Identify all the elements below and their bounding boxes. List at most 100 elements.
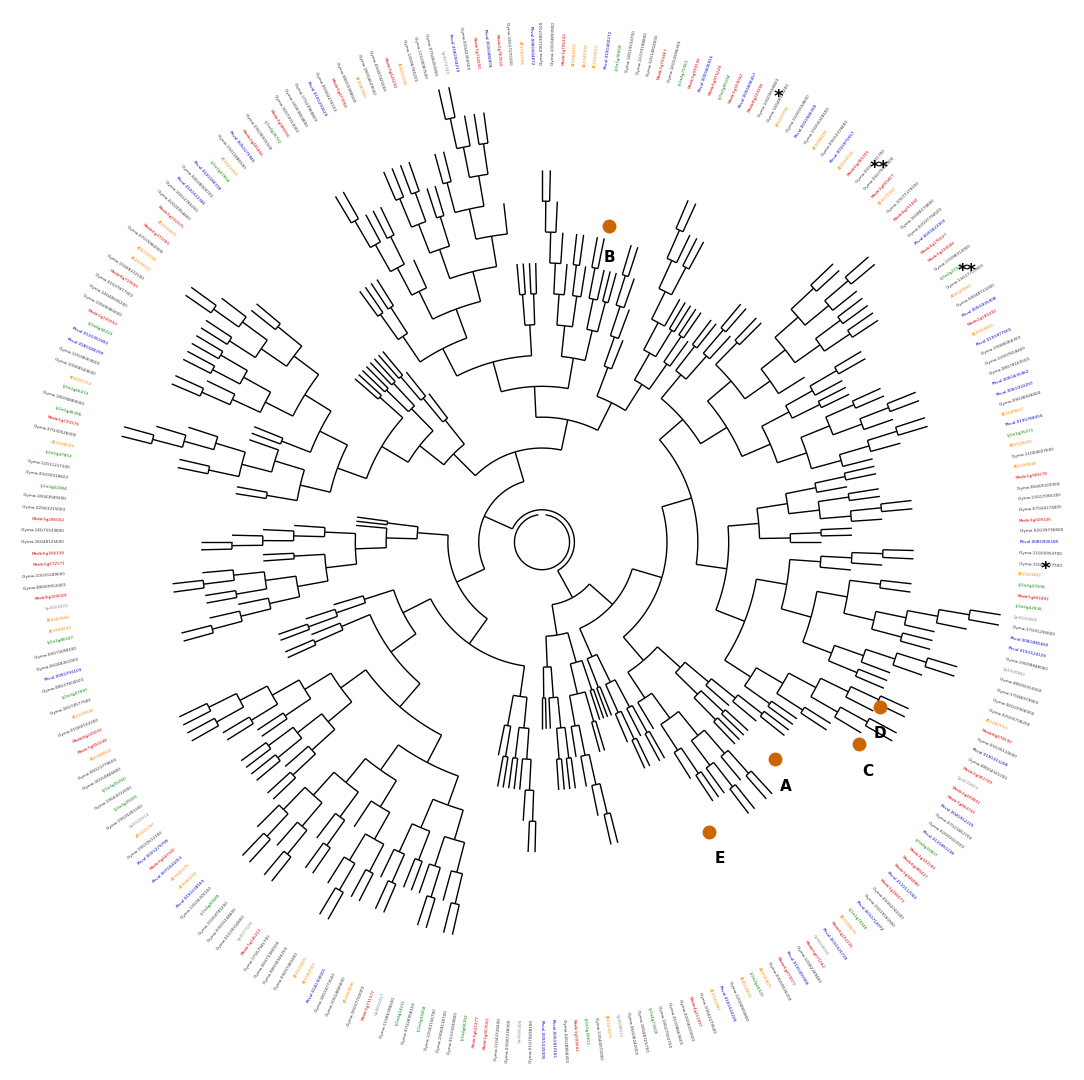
Text: Glyma.15G04227500: Glyma.15G04227500 [1019,562,1063,568]
Text: Medtr5g473064: Medtr5g473064 [330,77,347,108]
Text: Glyma.16G86174800: Glyma.16G86174800 [900,198,935,230]
Text: Cp1G30841: Cp1G30841 [1002,667,1025,677]
Text: Cp3G50069: Cp3G50069 [1014,615,1038,623]
Text: Medtr8g249031: Medtr8g249031 [73,728,104,744]
Text: Glyma.15G54745200: Glyma.15G54745200 [197,901,230,936]
Text: Medtr8g306028: Medtr8g306028 [35,594,68,602]
Text: Medtr2g491866: Medtr2g491866 [241,129,263,158]
Text: Phvul.006G332297: Phvul.006G332297 [995,380,1034,396]
Text: Phvul.011G851138: Phvul.011G851138 [920,829,954,856]
Text: Medtr7g714050: Medtr7g714050 [472,37,480,69]
Text: Medtr8g478592: Medtr8g478592 [980,728,1012,744]
Text: LjGn1g36658: LjGn1g36658 [615,43,623,71]
Text: Glyma.05G55018600: Glyma.05G55018600 [25,470,69,481]
Text: Glyma.01G37877300: Glyma.01G37877300 [93,273,133,299]
Text: Glyma.09G12319400: Glyma.09G12319400 [821,119,850,158]
Text: Glyma.01G70698100: Glyma.01G70698100 [528,1020,533,1064]
Text: AT4G29943: AT4G29943 [951,283,973,299]
Text: Medtr3g559032: Medtr3g559032 [727,72,745,104]
Text: Phvul.015G124129: Phvul.015G124129 [1007,647,1046,659]
Text: AT2G25516: AT2G25516 [838,149,856,171]
Text: Medtr3g731377: Medtr3g731377 [361,988,376,1021]
Text: Glyma.13G96780200: Glyma.13G96780200 [401,39,417,82]
Text: AT3G98291: AT3G98291 [812,129,829,151]
Text: LjGn1g66073: LjGn1g66073 [61,384,89,396]
Text: Phvul.009G606457: Phvul.009G606457 [737,71,758,108]
Text: Phvul.012G186318: Phvul.012G186318 [192,160,221,191]
Text: Glyma.14G19234700: Glyma.14G19234700 [625,29,637,72]
Text: Medtr3g320199: Medtr3g320199 [907,847,935,870]
Text: Glyma.16G52696300: Glyma.16G52696300 [667,39,683,82]
Text: Glyma.08G37604500: Glyma.08G37604500 [42,677,86,694]
Text: Glyma.10G14845600: Glyma.10G14845600 [325,976,347,1017]
Text: AT4G87465: AT4G87465 [353,77,366,99]
Text: Phvul.010G510226: Phvul.010G510226 [718,985,736,1023]
Text: Glyma.02G03708200: Glyma.02G03708200 [989,708,1031,727]
Text: Phvul.018G934219: Phvul.018G934219 [448,33,459,72]
Text: Glyma.07G44174400: Glyma.07G44174400 [1018,505,1062,512]
Text: Cp1G22614: Cp1G22614 [129,812,151,829]
Text: Phvul.002G279799: Phvul.002G279799 [137,838,170,866]
Text: LjGn4g73361: LjGn4g73361 [678,58,689,85]
Text: Glyma.11G05954700: Glyma.11G05954700 [1019,551,1063,556]
Text: Glyma.08G58546200: Glyma.08G58546200 [262,945,289,985]
Text: Glyma.17G98313000: Glyma.17G98313000 [933,244,971,272]
Text: Medtr1g166073: Medtr1g166073 [878,878,904,904]
Text: AT2G88824: AT2G88824 [90,747,113,761]
Text: AT2G69448: AT2G69448 [1014,462,1037,470]
Text: AT2G31987: AT2G31987 [708,988,720,1012]
Text: Phvul.005G175945: Phvul.005G175945 [228,130,255,163]
Text: Phvul.011G117004: Phvul.011G117004 [886,870,916,901]
Text: AT2G22359: AT2G22359 [219,156,237,177]
Text: Glyma.10G34893900: Glyma.10G34893900 [551,21,556,65]
Text: LjGn2g67854: LjGn2g67854 [208,161,230,184]
Text: Glyma.03G91148400: Glyma.03G91148400 [206,907,237,944]
Text: LjGn1g74546: LjGn1g74546 [847,907,867,931]
Text: Glyma.07G30526000: Glyma.07G30526000 [33,424,77,437]
Text: Glyma.12G11217200: Glyma.12G11217200 [27,459,70,470]
Text: Glyma.19G09381600: Glyma.19G09381600 [82,294,122,318]
Text: Glyma.15G68232100: Glyma.15G68232100 [106,254,144,281]
Text: Phvul.005G935908: Phvul.005G935908 [962,296,998,318]
Text: Glyma.08G78160500: Glyma.08G78160500 [989,357,1031,376]
Text: LjGn4g83689: LjGn4g83689 [199,893,221,916]
Text: AT4G83159: AT4G83159 [179,870,198,890]
Text: LjGn1g39911: LjGn1g39911 [583,1017,590,1045]
Text: Glyma.16G74577500: Glyma.16G74577500 [49,698,92,716]
Text: Glyma.04G38009700: Glyma.04G38009700 [180,164,214,199]
Text: Glyma.11G01554600: Glyma.11G01554600 [785,94,811,134]
Text: Medtr5g975228: Medtr5g975228 [708,64,723,96]
Text: AT3G42375: AT3G42375 [170,863,191,881]
Text: Glyma.11G43726600: Glyma.11G43726600 [493,1017,501,1062]
Text: Medtr4g111997: Medtr4g111997 [687,996,701,1028]
Text: Glyma.14G17270100: Glyma.14G17270100 [505,22,512,66]
Text: AT4G78719: AT4G78719 [129,255,151,272]
Text: Glyma.01G60102200: Glyma.01G60102200 [57,718,100,738]
Text: Cp4G31653: Cp4G31653 [956,777,979,792]
Text: Medtr3g307650: Medtr3g307650 [482,1016,491,1050]
Text: Phvul.003G623303: Phvul.003G623303 [914,218,947,246]
Text: Medtr8g719565: Medtr8g719565 [108,269,139,289]
Text: AT2G15433: AT2G15433 [156,219,177,238]
Text: Glyma.17G23968800: Glyma.17G23968800 [293,82,318,123]
Text: *: * [1041,559,1050,578]
Text: Phvul.006G635462: Phvul.006G635462 [992,369,1031,387]
Text: Medtr2g672571: Medtr2g672571 [33,562,65,567]
Text: Glyma.14G48929200: Glyma.14G48929200 [766,82,790,123]
Text: Medtr7g146312: Medtr7g146312 [241,927,263,956]
Text: Glyma.12G38063600: Glyma.12G38063600 [57,347,100,366]
Text: Glyma.02G42356500: Glyma.02G42356500 [459,27,469,71]
Text: Phvul.013G977665: Phvul.013G977665 [976,326,1014,347]
Text: Cp3G45406: Cp3G45406 [517,1018,522,1043]
Text: Glyma.10G68544600: Glyma.10G68544600 [53,357,95,376]
Text: Phvul.013G766655: Phvul.013G766655 [1005,414,1044,428]
Text: Glyma.16G72013000: Glyma.16G72013000 [273,94,299,134]
Text: LjGn1g46386: LjGn1g46386 [55,406,82,417]
Text: Glyma.18G54639500: Glyma.18G54639500 [357,53,376,96]
Text: Phvul.008G504872: Phvul.008G504872 [528,26,533,65]
Text: Glyma.01G98663600: Glyma.01G98663600 [667,1002,683,1045]
Text: LjGn1g35371: LjGn1g35371 [1007,428,1034,437]
Text: Glyma.06G62276100: Glyma.06G62276100 [314,71,337,113]
Text: Cp4G50027: Cp4G50027 [374,993,386,1016]
Text: AT2G38509: AT2G38509 [51,440,75,448]
